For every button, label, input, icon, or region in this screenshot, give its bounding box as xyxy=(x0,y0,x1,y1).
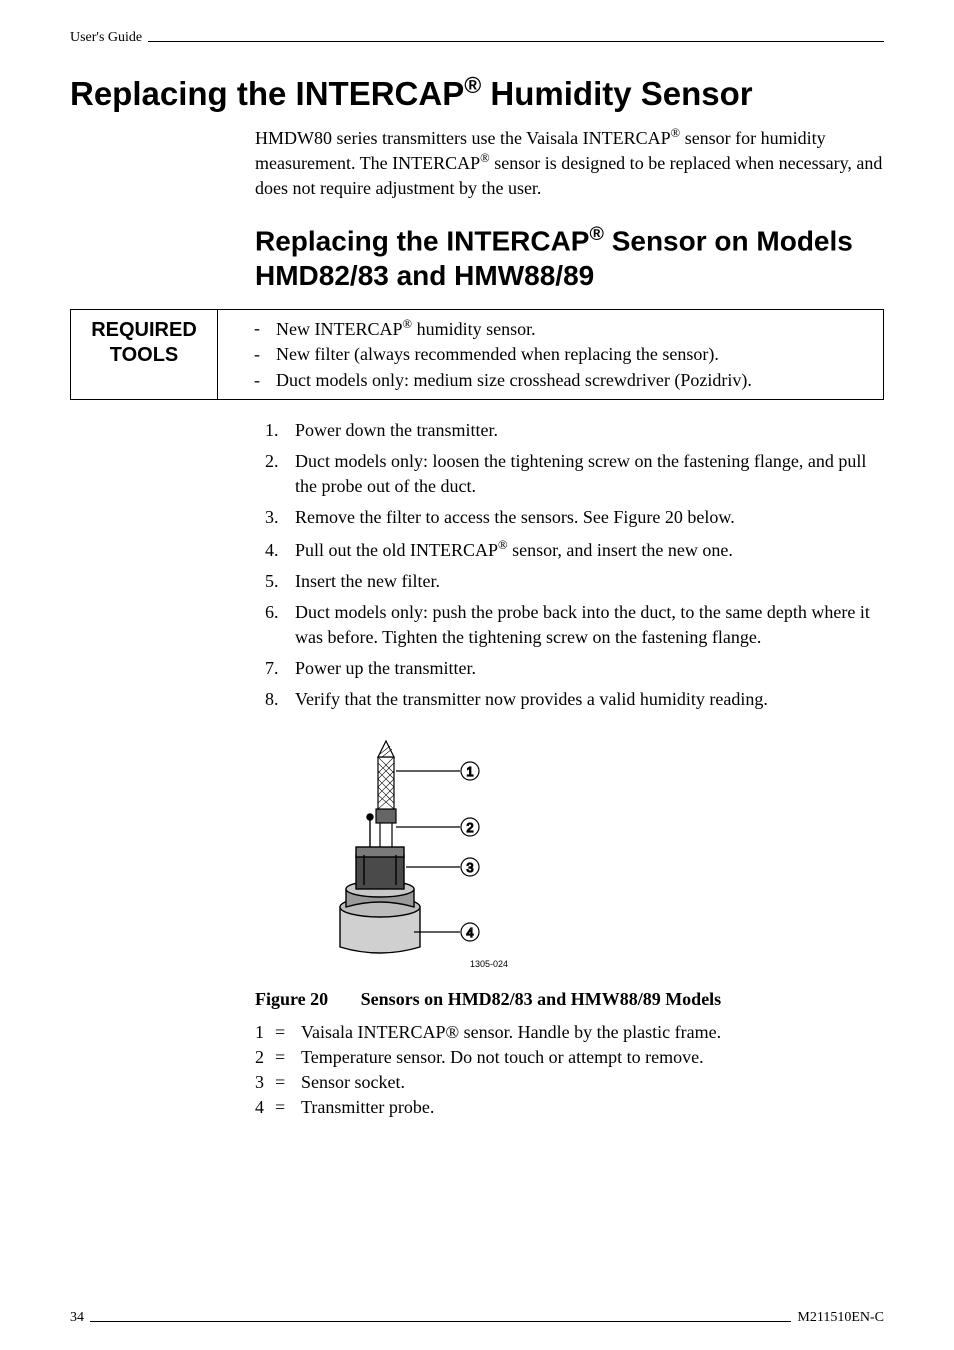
required-tools-block: REQUIRED TOOLS - New INTERCAP® humidity … xyxy=(70,309,884,400)
legend-item: 1= Vaisala INTERCAP® sensor. Handle by t… xyxy=(255,1020,884,1045)
legend-item: 3= Sensor socket. xyxy=(255,1070,884,1095)
required-tools-label: REQUIRED TOOLS xyxy=(70,309,218,400)
list-item: Insert the new filter. xyxy=(283,569,884,594)
sensor-svg: 1 2 3 4 1305-024 xyxy=(310,727,570,977)
figure-callout-1: 1 xyxy=(466,764,473,779)
figure-id-small: 1305-024 xyxy=(470,959,508,969)
footer-rule xyxy=(90,1321,791,1322)
list-item: Power up the transmitter. xyxy=(283,656,884,681)
procedure-steps: Power down the transmitter. Duct models … xyxy=(255,418,884,713)
list-item: - Duct models only: medium size crosshea… xyxy=(254,368,873,393)
footer-doc-code: M211510EN-C xyxy=(797,1310,884,1326)
footer-page-number: 34 xyxy=(70,1310,84,1326)
list-item: - New INTERCAP® humidity sensor. xyxy=(254,316,873,342)
list-item: Duct models only: loosen the tightening … xyxy=(283,449,884,499)
intro-paragraph: HMDW80 series transmitters use the Vaisa… xyxy=(255,125,884,200)
list-item: Remove the filter to access the sensors.… xyxy=(283,505,884,530)
header-left-text: User's Guide xyxy=(70,30,142,46)
figure-callout-3: 3 xyxy=(466,860,473,875)
list-item: Verify that the transmitter now provides… xyxy=(283,687,884,712)
page-footer: 34 M211510EN-C xyxy=(70,1310,884,1326)
figure-sensor-diagram: 1 2 3 4 1305-024 xyxy=(310,727,884,977)
legend-item: 4= Transmitter probe. xyxy=(255,1095,884,1120)
figure-caption: Figure 20 Sensors on HMD82/83 and HMW88/… xyxy=(255,989,884,1010)
list-item: Duct models only: push the probe back in… xyxy=(283,600,884,650)
list-item: Power down the transmitter. xyxy=(283,418,884,443)
figure-callout-4: 4 xyxy=(466,925,473,940)
figure-legend: 1= Vaisala INTERCAP® sensor. Handle by t… xyxy=(255,1020,884,1121)
list-item: Pull out the old INTERCAP® sensor, and i… xyxy=(283,537,884,563)
figure-title: Sensors on HMD82/83 and HMW88/89 Models xyxy=(361,989,722,1009)
legend-item: 2= Temperature sensor. Do not touch or a… xyxy=(255,1045,884,1070)
header-rule xyxy=(148,26,884,42)
figure-callout-2: 2 xyxy=(466,820,473,835)
section-subtitle: Replacing the INTERCAP® Sensor on Models… xyxy=(255,222,884,293)
list-item: - New filter (always recommended when re… xyxy=(254,342,873,367)
page-title: Replacing the INTERCAP® Humidity Sensor xyxy=(70,72,884,113)
figure-number: Figure 20 xyxy=(255,989,328,1009)
required-tools-list: - New INTERCAP® humidity sensor. - New f… xyxy=(218,309,884,400)
page-header: User's Guide xyxy=(70,30,884,46)
